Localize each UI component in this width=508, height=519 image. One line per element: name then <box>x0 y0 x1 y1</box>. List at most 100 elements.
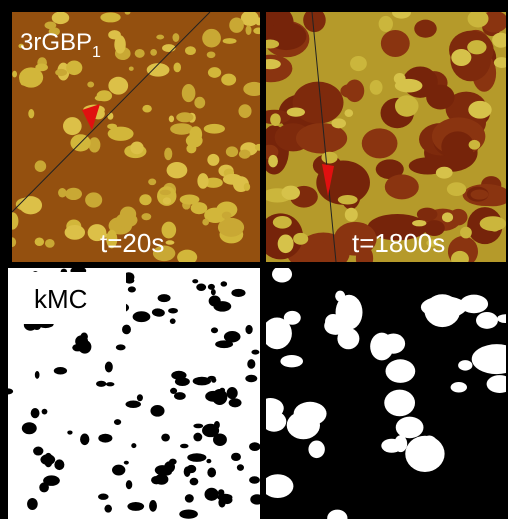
domain <box>442 212 453 222</box>
island <box>162 44 175 52</box>
island <box>12 71 17 78</box>
island <box>112 465 125 476</box>
island <box>135 49 145 58</box>
island <box>215 394 223 401</box>
island <box>192 279 198 283</box>
island <box>185 494 194 503</box>
island <box>180 195 200 205</box>
island <box>63 117 82 135</box>
domain <box>345 208 358 222</box>
island <box>170 388 177 394</box>
island <box>204 488 218 501</box>
island <box>125 278 135 284</box>
hole <box>451 382 467 392</box>
island <box>193 424 203 429</box>
island <box>130 142 143 155</box>
island <box>186 134 203 147</box>
domain <box>412 220 426 226</box>
domain <box>480 216 506 231</box>
island <box>202 29 221 48</box>
island <box>156 35 164 40</box>
island <box>204 124 225 134</box>
domain <box>468 101 491 119</box>
hole <box>384 390 415 417</box>
island <box>208 284 215 290</box>
island <box>207 468 216 478</box>
island <box>211 289 216 295</box>
domain <box>350 56 367 71</box>
island <box>98 494 109 500</box>
figure: 3rGBP1 t=20s t=1800s kMC <box>0 0 508 519</box>
island <box>107 124 117 130</box>
hole <box>476 312 498 329</box>
island <box>249 476 260 484</box>
hole <box>396 417 424 439</box>
island <box>197 173 208 189</box>
domain <box>278 234 294 253</box>
hole <box>336 295 363 330</box>
island <box>106 382 115 386</box>
island <box>98 434 112 443</box>
island <box>150 49 157 56</box>
domain <box>395 79 423 93</box>
domain <box>460 227 472 239</box>
island <box>127 502 144 511</box>
island <box>229 398 242 407</box>
gap <box>385 174 419 199</box>
page: 3rGBP1 t=20s t=1800s kMC (() => { const … <box>0 0 508 519</box>
island <box>44 453 53 467</box>
domain <box>468 10 489 28</box>
island <box>158 294 171 302</box>
island <box>185 46 196 55</box>
island <box>100 12 120 22</box>
island <box>168 308 178 314</box>
island <box>35 64 48 72</box>
island <box>54 367 67 375</box>
island <box>194 97 205 109</box>
domain <box>397 105 411 116</box>
island <box>172 33 179 42</box>
domain <box>338 195 358 204</box>
kmc-panel-late <box>258 266 508 519</box>
hole <box>294 402 327 426</box>
island <box>245 375 257 382</box>
gap <box>340 84 358 98</box>
domain <box>467 40 486 54</box>
island <box>96 381 106 387</box>
island <box>141 213 151 220</box>
island <box>174 392 186 400</box>
gap <box>362 128 398 158</box>
sample-name: 3rGBP <box>20 29 92 56</box>
domain <box>281 186 300 200</box>
island <box>116 213 138 228</box>
island <box>150 405 164 417</box>
gap <box>381 30 410 57</box>
hole <box>262 318 292 350</box>
island <box>149 500 157 512</box>
island <box>190 478 199 486</box>
island <box>104 505 112 513</box>
gap <box>417 208 438 221</box>
domain <box>436 167 453 179</box>
island <box>35 371 40 379</box>
hole <box>458 360 472 371</box>
domain <box>287 107 305 116</box>
domain <box>469 140 481 150</box>
island <box>164 148 172 161</box>
island <box>167 162 188 178</box>
island <box>27 498 38 510</box>
island <box>229 18 244 33</box>
island <box>187 453 206 462</box>
island <box>231 289 245 297</box>
island <box>174 62 182 72</box>
island <box>95 95 105 101</box>
hole <box>381 439 402 453</box>
island <box>202 219 209 226</box>
island <box>142 105 152 113</box>
hole <box>280 355 303 367</box>
island <box>239 149 251 158</box>
island <box>176 112 193 122</box>
island <box>75 335 88 347</box>
island <box>182 84 196 102</box>
island <box>207 154 219 166</box>
